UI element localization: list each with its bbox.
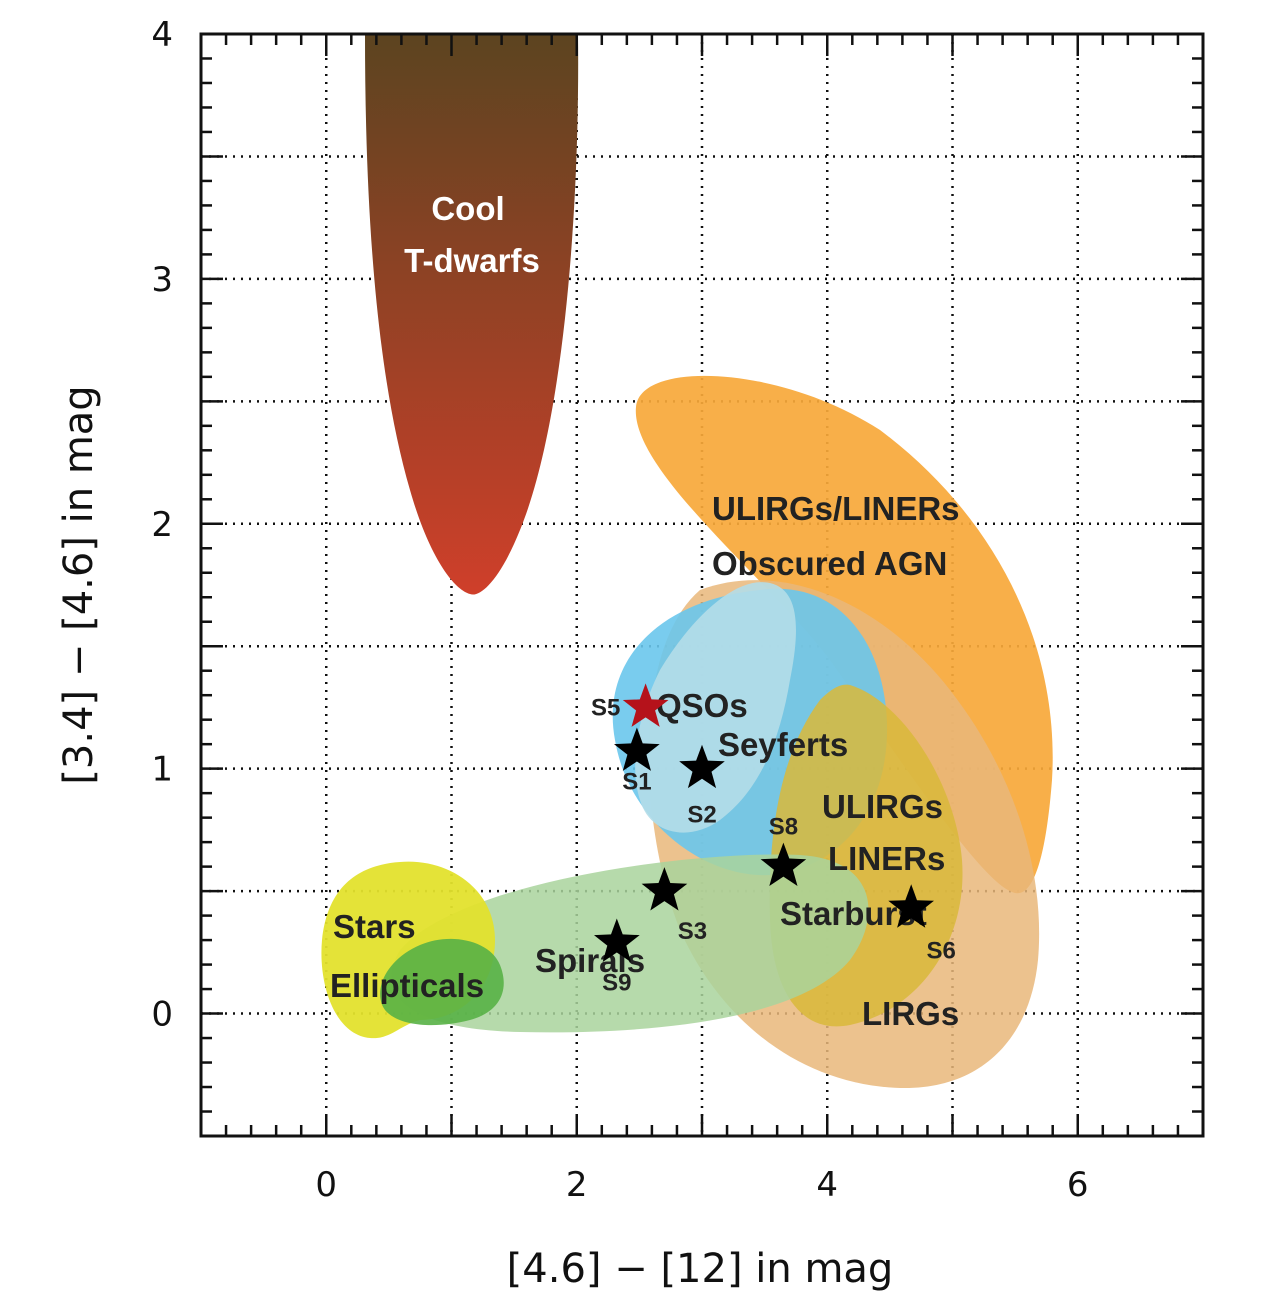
star-marker-s3: [641, 867, 688, 911]
point-label-s3: S3: [678, 918, 707, 945]
point-label-s5: S5: [591, 694, 620, 721]
region-cool-t-dwarfs: [365, 34, 579, 595]
region-seyferts: [635, 582, 796, 833]
regions: [321, 34, 1053, 1089]
ulirgs-label: ULIRGs: [822, 788, 943, 825]
y-axis-label: [3.4] − [4.6] in mag: [56, 385, 102, 784]
region-ellipticals: [380, 938, 504, 1026]
x-axis-label: [4.6] − [12] in mag: [507, 1246, 894, 1292]
lirgs-label: LIRGs: [862, 995, 959, 1032]
x-tick-label: 4: [816, 1165, 838, 1205]
point-label-s6: S6: [926, 937, 955, 964]
y-tick-label: 3: [151, 260, 173, 300]
qsos-label: QSOs: [656, 687, 748, 724]
star-marker-s6: [888, 884, 934, 928]
y-tick-label: 1: [151, 750, 173, 790]
point-label-s9: S9: [602, 970, 631, 997]
data-points: S5 S1 S2 S8 S3 S6 S9: [591, 683, 956, 997]
liners-label: LINERs: [828, 840, 945, 877]
ulirgs-liners-label: ULIRGs/LINERs: [712, 490, 960, 527]
tdwarf-label-line1: Cool: [431, 190, 504, 227]
point-label-s1: S1: [622, 769, 651, 796]
point-label-s8: S8: [769, 814, 798, 841]
x-tick-label: 6: [1067, 1165, 1089, 1205]
x-tick-label: 0: [315, 1165, 337, 1205]
seyferts-label: Seyferts: [718, 726, 848, 763]
stars-label: Stars: [333, 908, 416, 945]
ellipticals-label: Ellipticals: [330, 967, 484, 1004]
x-tick-label: 2: [566, 1165, 588, 1205]
region-spirals: [391, 854, 869, 1033]
star-marker-s2: [679, 744, 725, 789]
y-tick-label: 2: [151, 505, 173, 545]
point-label-s2: S2: [687, 802, 716, 829]
star-marker-s9: [594, 918, 640, 962]
tdwarf-label-line2: T-dwarfs: [404, 242, 540, 279]
star-marker-s1: [614, 727, 660, 771]
star-marker-s8: [760, 842, 807, 886]
axis-ticks: 0 2 4 6 0 1 2 3 4: [151, 15, 1205, 1205]
obscured-agn-label: Obscured AGN: [712, 545, 947, 582]
y-tick-label: 4: [151, 15, 173, 55]
star-marker-s5: [622, 683, 669, 727]
y-tick-label: 0: [151, 995, 173, 1035]
